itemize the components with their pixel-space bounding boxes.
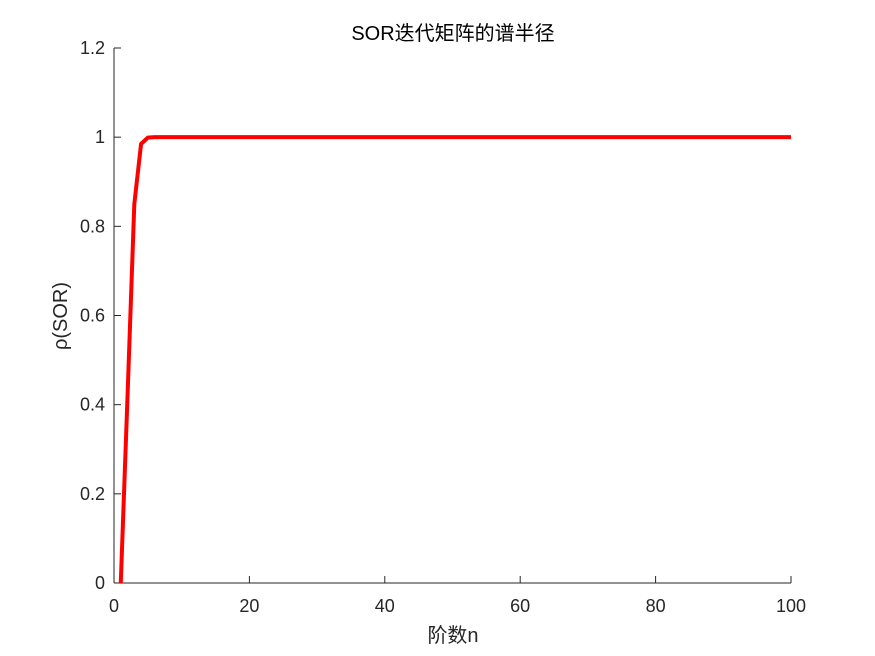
x-tick-label: 0 bbox=[109, 596, 119, 616]
x-axis-label: 阶数n bbox=[427, 624, 478, 647]
x-tick-label: 100 bbox=[776, 596, 806, 616]
series-group bbox=[118, 135, 791, 584]
y-tick-label: 0.8 bbox=[80, 216, 105, 236]
y-tick-label: 1 bbox=[95, 127, 105, 147]
y-tick-label: 1.2 bbox=[80, 38, 105, 58]
y-tick-label: 0.2 bbox=[80, 484, 105, 504]
y-tick-label: 0 bbox=[95, 573, 105, 593]
y-ticks: 0 0.2 0.4 0.6 0.8 1 1.2 bbox=[80, 38, 121, 593]
x-tick-label: 80 bbox=[646, 596, 666, 616]
x-tick-label: 40 bbox=[375, 596, 395, 616]
x-ticks: 0 20 40 60 80 100 bbox=[109, 576, 806, 616]
y-axis-label: ρ(SOR) bbox=[50, 282, 72, 350]
y-tick-label: 0.4 bbox=[80, 395, 105, 415]
series-line bbox=[118, 135, 791, 584]
x-tick-label: 60 bbox=[510, 596, 530, 616]
y-tick-label: 0.6 bbox=[80, 306, 105, 326]
x-tick-label: 20 bbox=[239, 596, 259, 616]
chart-title: SOR迭代矩阵的谱半径 bbox=[351, 22, 554, 45]
